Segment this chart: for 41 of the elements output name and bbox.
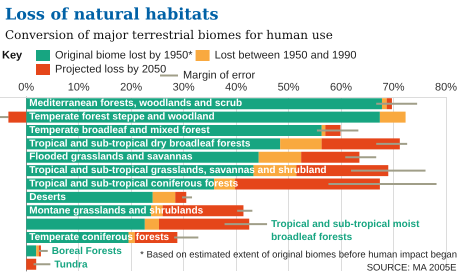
y-tick-label: Temperate forest steppe and woodland [29,112,215,123]
y-tick-label: Mediterranean forests, woodlands and scrub [29,98,242,110]
bar [280,138,322,150]
bar [26,218,145,230]
chart-subtitle: Conversion of major terrestrial biomes for human use [5,28,333,42]
x-tick-label: 50% [278,82,300,94]
legend-label: Lost between 1950 and 1990 [214,50,356,62]
bar [258,152,302,163]
legend-label: Original biome lost by 1950* [55,50,194,62]
chart-title: Loss of natural habitats [5,4,219,24]
bar [380,112,406,123]
bar [8,112,26,123]
bar [301,152,360,163]
y-tick-label: Deserts [29,192,66,203]
y-tick-label: Flooded grasslands and savannas [29,152,194,163]
bar [158,218,250,230]
bar [152,192,176,203]
bar [26,245,36,256]
x-tick-label: 80% [434,82,458,94]
bar [322,138,400,150]
bar [26,258,36,270]
legend-title: Key [2,50,24,62]
x-tick-label: 60% [330,82,352,94]
x-tick-label: 20% [120,82,142,94]
x-tick-label: 30% [172,82,195,94]
y-tick-label: Boreal Forests [52,246,122,257]
y-tick-label: Temperate broadleaf and mixed forest [29,124,210,136]
y-tick-label: Tropical and sub-tropical dry broadleaf forests [29,138,251,150]
x-tick-label: 40% [225,82,248,94]
bar [36,245,39,256]
x-tick-label: 0% [18,82,34,94]
bar [175,192,186,203]
x-tick-label: 70% [382,82,405,94]
y-tick-label: Tropical and sub-tropical moist broadleaf forests [271,219,420,244]
y-tick-label: Tundra [54,259,88,270]
annotation: SOURCE: MA 2005E [366,262,456,274]
text: Margin of error [183,70,256,82]
bar [144,218,159,230]
x-tick-label: 10% [68,82,90,94]
legend-label: Projected loss by 2050 [55,64,166,76]
annotation: * Based on estimated extent of original biomes before human impact began [140,250,457,260]
